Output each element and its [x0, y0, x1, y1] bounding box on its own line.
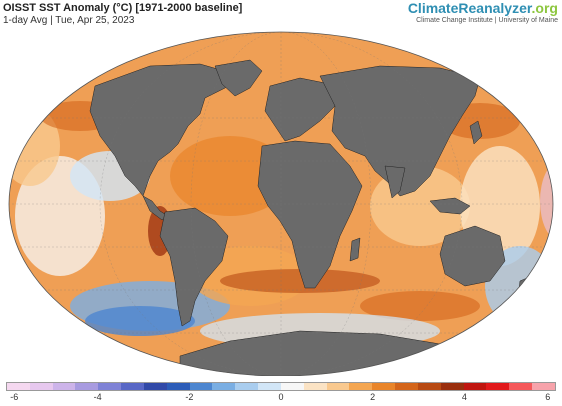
colorbar-swatch [52, 383, 76, 390]
landmass-south-america [159, 207, 229, 327]
landmass-india [384, 165, 406, 199]
brand-logo[interactable]: ClimateReanalyzer.org Climate Change Ins… [408, 1, 558, 25]
colorbar-swatch [7, 383, 30, 390]
colorbar-tick-label: 4 [461, 392, 467, 402]
landmass-madagascar [349, 237, 361, 262]
landmass-greenland [214, 59, 263, 97]
brand-name-suffix: .org [531, 0, 558, 16]
colorbar-swatch [258, 383, 281, 390]
colorbar-swatch [349, 383, 373, 390]
colorbar-tick-label: -4 [93, 392, 102, 402]
graticule [9, 32, 553, 376]
brand-name-main: ClimateReanalyzer [407, 0, 532, 16]
landmass-europe [264, 77, 336, 142]
landmass-africa [257, 140, 363, 289]
globe-outline [8, 31, 554, 376]
colorbar-ticks: -6 -4 -2 0 2 4 6 [6, 392, 556, 406]
colorbar-swatch [395, 383, 418, 390]
colorbar-swatch [372, 383, 396, 390]
colorbar-swatch [98, 383, 122, 390]
colorbar-swatch [326, 383, 350, 390]
map-title: OISST SST Anomaly (°C) [1971-2000 baseli… [3, 2, 243, 14]
colorbar-swatch [121, 383, 144, 390]
colorbar-swatch [280, 383, 304, 390]
landmass-japan [469, 120, 483, 145]
landmass-australia [439, 225, 506, 287]
colorbar-tick-label: 0 [278, 392, 284, 402]
colorbar-tick-label: -2 [185, 392, 194, 402]
colorbar-swatch [29, 383, 53, 390]
landmass-maritime-asia [429, 197, 471, 215]
colorbar-swatch [189, 383, 213, 390]
colorbar-swatch [509, 383, 533, 390]
map-subtitle: 1-day Avg | Tue, Apr 25, 2023 [3, 15, 135, 26]
colorbar-swatch [440, 383, 464, 390]
sst-anomaly-map [8, 31, 554, 376]
colorbar [6, 382, 556, 391]
colorbar-swatch [75, 383, 99, 390]
colorbar-swatch [532, 383, 555, 390]
colorbar-swatch [417, 383, 441, 390]
colorbar-swatch [143, 383, 167, 390]
brand-tagline: Climate Change Institute | University of… [416, 17, 558, 24]
colorbar-swatch [212, 383, 236, 390]
colorbar-swatch [235, 383, 259, 390]
colorbar-swatch [486, 383, 510, 390]
colorbar-tick-label: 2 [370, 392, 376, 402]
colorbar-swatch [166, 383, 190, 390]
colorbar-tick-label: -6 [10, 392, 19, 402]
brand-name: ClimateReanalyzer.org [408, 1, 558, 16]
colorbar-swatch [463, 383, 487, 390]
colorbar-tick-label: 6 [545, 392, 551, 402]
colorbar-swatch [303, 383, 327, 390]
